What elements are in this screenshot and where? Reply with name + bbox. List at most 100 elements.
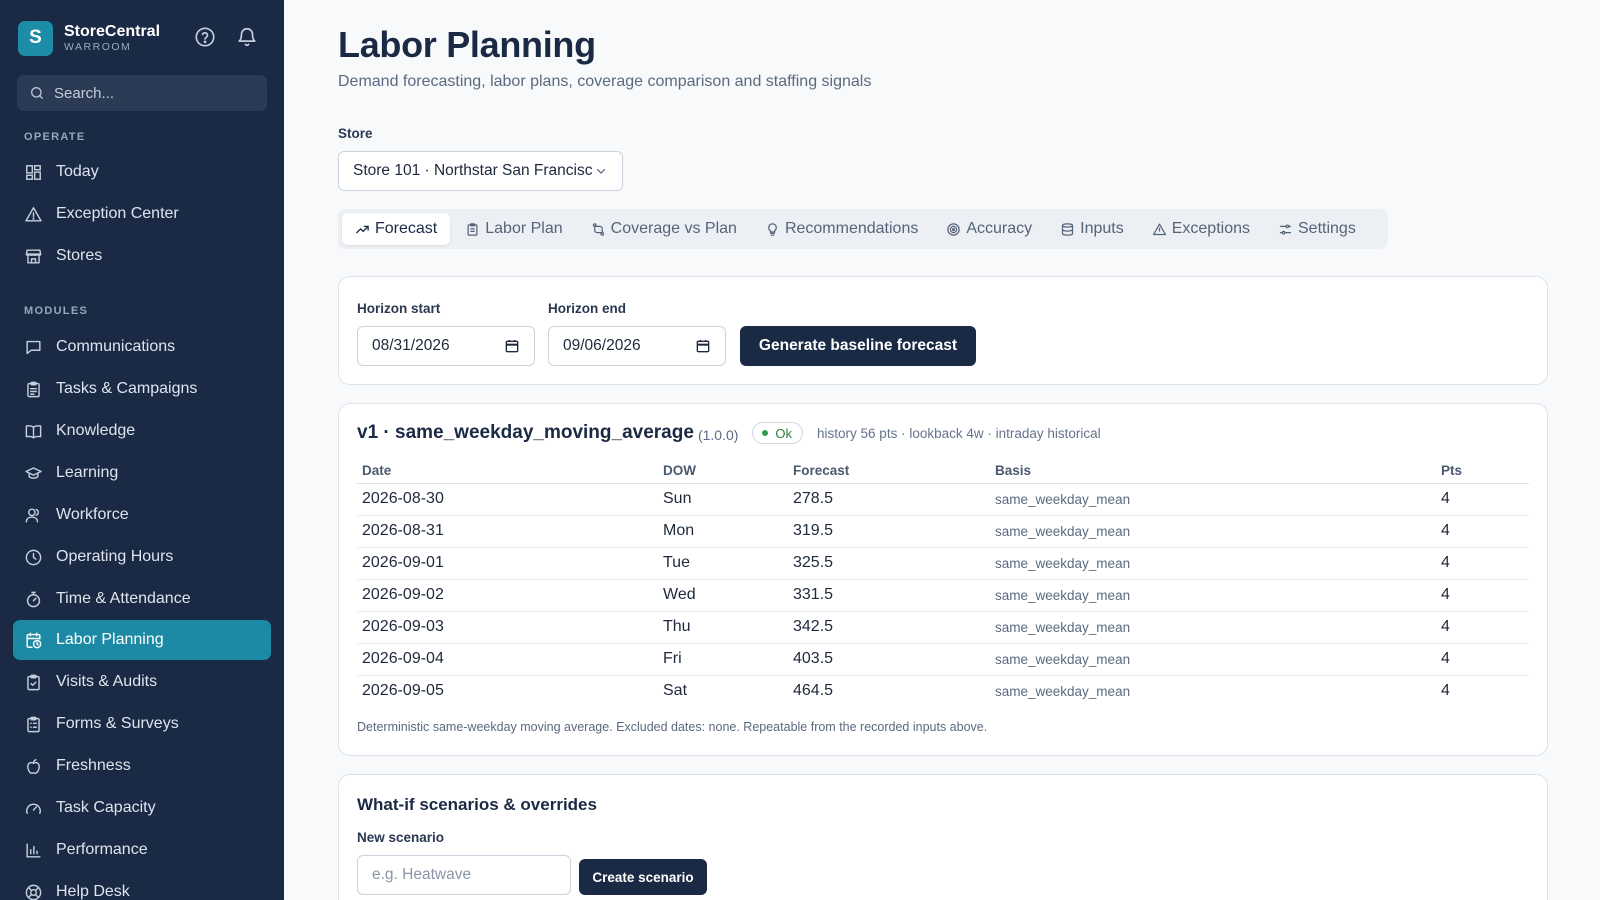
cell-dow: Wed xyxy=(658,579,788,612)
forecast-card: v1 · same_weekday_moving_average (1.0.0)… xyxy=(338,403,1548,756)
form-icon xyxy=(27,716,40,732)
sidebar-item-forms-surveys[interactable]: Forms & Surveys xyxy=(13,704,271,744)
sidebar-item-exception-center[interactable]: Exception Center xyxy=(13,194,271,234)
target-icon xyxy=(947,222,961,236)
sidebar-item-communications[interactable]: Communications xyxy=(13,327,271,367)
sidebar-item-label: Learning xyxy=(56,464,119,481)
sidebar-item-time-attendance[interactable]: Time & Attendance xyxy=(13,579,271,619)
calendar-clock-icon xyxy=(26,632,42,648)
horizon-end-value: 09/06/2026 xyxy=(563,337,641,354)
cell-basis: same_weekday_mean xyxy=(990,483,1436,516)
sidebar-item-label: Today xyxy=(56,163,99,180)
sidebar-item-label: Knowledge xyxy=(56,422,136,439)
sidebar-item-label: Visits & Audits xyxy=(56,673,158,690)
cell-date: 2026-08-30 xyxy=(357,483,658,516)
forecast-note: Deterministic same-weekday moving averag… xyxy=(357,720,988,734)
main-content: Labor Planning Demand forecasting, labor… xyxy=(284,0,1600,900)
app-name: StoreCentral xyxy=(64,23,161,40)
cell-pts: 4 xyxy=(1436,483,1529,516)
sidebar-item-labor-planning[interactable]: Labor Planning xyxy=(13,620,271,660)
sidebar-item-performance[interactable]: Performance xyxy=(13,830,271,870)
cell-date: 2026-09-02 xyxy=(357,579,658,612)
tab-inputs[interactable]: Inputs xyxy=(1047,213,1137,245)
new-scenario-input[interactable]: e.g. Heatwave xyxy=(357,855,571,895)
cell-date: 2026-09-04 xyxy=(357,643,658,676)
horizon-end-input[interactable]: 09/06/2026 xyxy=(548,326,726,366)
tab-bar: Forecast Labor Plan Coverage vs Plan Rec… xyxy=(338,209,1388,249)
store-select[interactable]: Store 101 · Northstar San Francisco xyxy=(338,151,623,191)
cell-dow: Sat xyxy=(663,682,688,700)
help-icon[interactable] xyxy=(194,26,216,48)
cell-date: 2026-09-01 xyxy=(357,547,658,580)
cell-pts: 4 xyxy=(1436,515,1529,548)
cell-basis: same_weekday_mean xyxy=(990,579,1436,612)
message-icon xyxy=(26,340,41,354)
tab-label: Exceptions xyxy=(1171,220,1250,237)
search-input[interactable]: Search... xyxy=(17,75,267,111)
sidebar-item-freshness[interactable]: Freshness xyxy=(13,746,271,786)
new-scenario-label: New scenario xyxy=(357,830,445,845)
tab-recommendations[interactable]: Recommendations xyxy=(752,213,931,245)
table-header-row: Date DOW Forecast Basis Pts xyxy=(357,459,1529,484)
model-name: v1 · same_weekday_moving_average xyxy=(357,422,694,443)
tab-label: Accuracy xyxy=(966,220,1033,237)
bell-icon[interactable] xyxy=(236,26,258,48)
sidebar-item-help-desk[interactable]: Help Desk xyxy=(13,872,271,900)
tab-labor-plan[interactable]: Labor Plan xyxy=(452,213,575,245)
apple-icon xyxy=(27,758,40,774)
calendar-icon[interactable] xyxy=(695,338,711,354)
sidebar-item-label: Labor Planning xyxy=(56,631,164,648)
tab-label: Inputs xyxy=(1080,220,1124,237)
tab-exceptions[interactable]: Exceptions xyxy=(1139,213,1263,245)
tab-coverage-vs-plan[interactable]: Coverage vs Plan xyxy=(578,213,750,245)
sidebar-item-knowledge[interactable]: Knowledge xyxy=(13,411,271,451)
sidebar-item-task-capacity[interactable]: Task Capacity xyxy=(13,788,271,828)
cell-dow: Thu xyxy=(658,611,788,644)
sidebar-item-label: Communications xyxy=(56,338,176,355)
sidebar-item-today[interactable]: Today xyxy=(13,152,271,192)
cell-forecast: 325.5 xyxy=(788,547,990,580)
sidebar-item-operating-hours[interactable]: Operating Hours xyxy=(13,537,271,577)
warning-icon xyxy=(1152,223,1166,235)
bar-chart-icon xyxy=(26,842,41,858)
tab-forecast[interactable]: Forecast xyxy=(342,213,451,245)
lifebuoy-icon xyxy=(25,884,42,900)
calendar-icon[interactable] xyxy=(504,338,520,354)
column-header: Date xyxy=(357,459,658,484)
sidebar-item-tasks-campaigns[interactable]: Tasks & Campaigns xyxy=(13,369,271,409)
column-header: Forecast xyxy=(788,459,990,484)
table-row: 2026-09-03 Thu 342.5 same_weekday_mean 4 xyxy=(357,611,1529,644)
cell-pts: 4 xyxy=(1436,643,1529,676)
sidebar-item-label: Task Capacity xyxy=(56,799,156,816)
brand[interactable]: S StoreCentral WARROOM xyxy=(18,20,160,56)
generate-forecast-button[interactable]: Generate baseline forecast xyxy=(740,326,976,366)
sidebar-item-workforce[interactable]: Workforce xyxy=(13,495,271,535)
column-header: DOW xyxy=(658,459,788,484)
sidebar-item-label: Stores xyxy=(56,247,103,264)
sliders-icon xyxy=(1279,224,1292,234)
timer-icon xyxy=(26,591,41,607)
cell-pts: 4 xyxy=(1441,682,1450,700)
column-header: Pts xyxy=(1436,459,1529,484)
page-title: Labor Planning xyxy=(338,24,596,65)
status-dot xyxy=(762,430,769,436)
table-row: 2026-09-02 Wed 331.5 same_weekday_mean 4 xyxy=(357,579,1529,612)
horizon-start-input[interactable]: 08/31/2026 xyxy=(357,326,535,366)
tab-settings[interactable]: Settings xyxy=(1265,213,1369,245)
clipboard-icon xyxy=(27,381,40,397)
sidebar-item-label: Help Desk xyxy=(56,883,130,900)
cell-dow: Sun xyxy=(658,483,788,516)
cell-pts: 4 xyxy=(1436,547,1529,580)
sidebar-item-visits-audits[interactable]: Visits & Audits xyxy=(13,662,271,702)
tab-accuracy[interactable]: Accuracy xyxy=(933,213,1045,245)
cell-basis: same_weekday_mean xyxy=(995,683,1131,699)
sidebar-item-learning[interactable]: Learning xyxy=(13,453,271,493)
tab-label: Labor Plan xyxy=(485,220,563,237)
create-scenario-button[interactable]: Create scenario xyxy=(579,859,707,895)
horizon-start-value: 08/31/2026 xyxy=(372,337,450,354)
tab-label: Settings xyxy=(1298,220,1356,237)
cell-date: 2026-08-31 xyxy=(357,515,658,548)
table-row: 2026-08-31 Mon 319.5 same_weekday_mean 4 xyxy=(357,515,1529,548)
page-subtitle: Demand forecasting, labor plans, coverag… xyxy=(338,73,872,90)
sidebar-item-stores[interactable]: Stores xyxy=(13,236,271,276)
